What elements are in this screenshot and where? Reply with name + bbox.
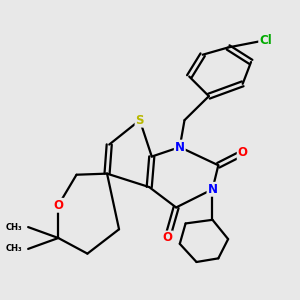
Text: N: N bbox=[208, 183, 218, 196]
Text: CH₃: CH₃ bbox=[6, 223, 23, 232]
Text: Cl: Cl bbox=[259, 34, 272, 47]
Text: N: N bbox=[175, 141, 185, 154]
Text: O: O bbox=[162, 232, 172, 244]
Text: O: O bbox=[53, 199, 63, 212]
Text: O: O bbox=[238, 146, 248, 159]
Text: CH₃: CH₃ bbox=[6, 244, 23, 253]
Text: S: S bbox=[136, 114, 144, 127]
